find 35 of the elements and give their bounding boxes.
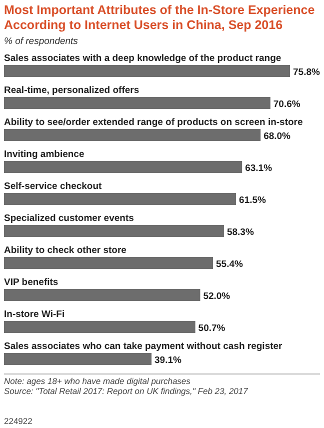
y-tick-label: Sales associates with a deep knowledge of the product range <box>4 53 282 64</box>
data-label: 61.5% <box>239 195 267 206</box>
y-tick-label: Self-service checkout <box>4 181 103 192</box>
bar <box>4 97 270 109</box>
y-tick-label: Inviting ambience <box>4 149 84 160</box>
data-label: 58.3% <box>226 227 254 238</box>
chart-subtitle: % of respondents <box>4 36 78 47</box>
bar <box>4 257 214 269</box>
source-note: Source: "Total Retail 2017: Report on UK findings," Feb 23, 2017 <box>4 386 248 396</box>
y-tick-label: Real-time, personalized offers <box>4 85 140 96</box>
data-label: 68.0% <box>264 131 292 142</box>
y-tick-label: Ability to check other store <box>4 245 126 256</box>
data-label: 75.8% <box>293 67 320 78</box>
data-label: 50.7% <box>198 323 226 334</box>
data-label: 63.1% <box>245 163 273 174</box>
bar <box>4 225 224 237</box>
y-tick-label: Sales associates who can take payment without cash register <box>4 341 283 352</box>
y-tick-label: VIP benefits <box>4 277 58 288</box>
bar <box>4 65 290 77</box>
data-label: 39.1% <box>154 355 182 366</box>
y-tick-label: Ability to see/order extended range of products on screen in-store <box>4 117 303 128</box>
bar <box>4 353 152 365</box>
y-tick-label: In-store Wi-Fi <box>4 309 65 320</box>
bar <box>4 289 200 301</box>
data-label: 70.6% <box>273 99 301 110</box>
text: Note: ages 18+ who have made digital purchases <box>4 376 192 386</box>
data-label: 52.0% <box>203 291 231 302</box>
chart-title: Most Important Attributes of the In-Store Experience According to Internet Users in China, Sep 2016 <box>4 3 315 32</box>
bar <box>4 321 196 333</box>
bar <box>4 129 261 141</box>
y-tick-label: Specialized customer events <box>4 213 134 224</box>
data-label: 55.4% <box>216 259 244 270</box>
bar <box>4 161 242 173</box>
text: 224922 <box>4 416 33 426</box>
bar <box>4 193 236 205</box>
